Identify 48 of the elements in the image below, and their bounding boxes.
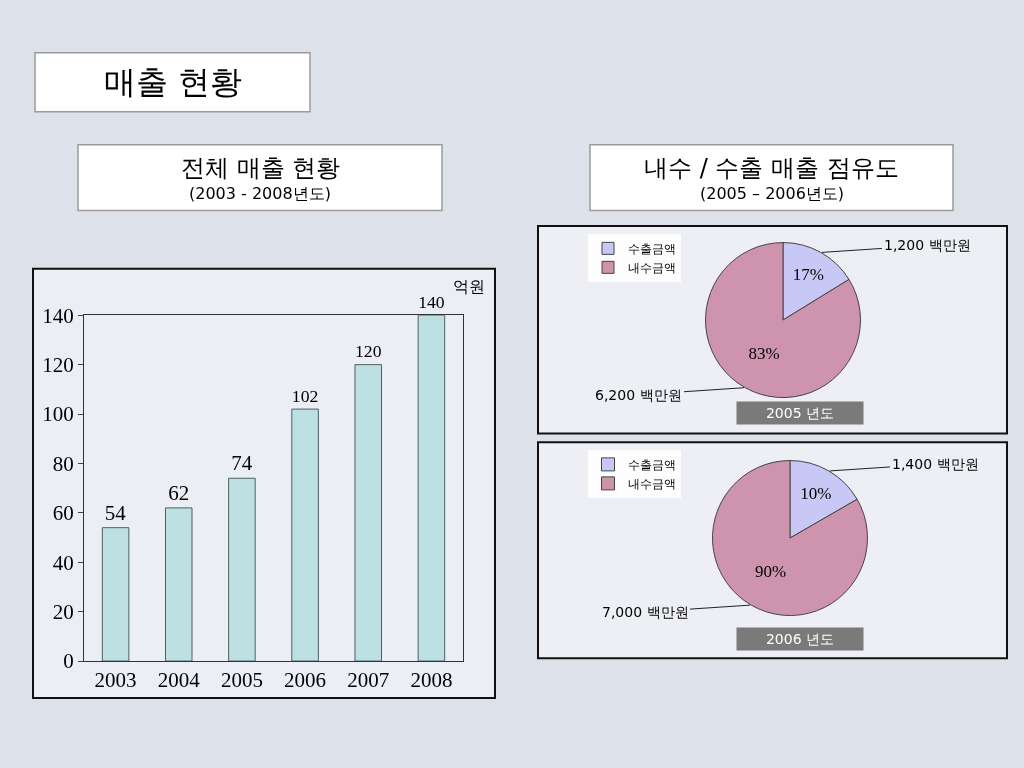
y-tick-label: 60	[52, 501, 74, 526]
chart-subtitle: (2003 - 2008년도)	[189, 184, 331, 203]
text: 17%	[792, 265, 824, 285]
legend-label: 내수금액	[628, 261, 676, 276]
chart-title: 전체 매출 현황	[181, 154, 341, 182]
y-tick-label: 0	[63, 649, 74, 674]
x-tick-label: 2008	[410, 668, 453, 693]
text: (2005 – 2006년도)	[700, 184, 845, 203]
bar	[354, 364, 383, 662]
pie-slice	[705, 242, 861, 398]
bar	[291, 408, 319, 662]
data-label: 54	[104, 500, 127, 525]
text: 내수 / 수출 매출 점유도	[644, 154, 899, 182]
text: 매출 현황	[104, 63, 243, 101]
x-tick-label: 2003	[94, 668, 137, 693]
y-tick-label: 140	[42, 303, 74, 328]
legend-label: 내수금액	[628, 477, 676, 492]
text: 90%	[755, 562, 787, 582]
x-tick-label: 2007	[347, 668, 390, 693]
y-tick-label: 80	[52, 451, 74, 476]
y-tick-label: 120	[42, 352, 74, 377]
text: 2005 년도	[765, 405, 835, 421]
text: 2006 년도	[765, 631, 835, 647]
data-label: 74	[231, 451, 253, 476]
x-tick-label: 2004	[157, 668, 201, 693]
y-tick-label: 100	[42, 402, 74, 427]
text: 10%	[800, 483, 832, 503]
data-label: 62	[168, 480, 190, 505]
data-label: 140	[418, 292, 445, 313]
data-label: 120	[355, 341, 382, 362]
bar	[417, 315, 446, 662]
data-label: 1,400 백만원	[892, 456, 979, 472]
bar	[228, 477, 256, 662]
y-axis-title: 억원	[453, 277, 485, 296]
legend-label: 수출금액	[628, 458, 676, 473]
x-tick-label: 2006	[284, 668, 327, 693]
y-tick-label: 20	[52, 600, 74, 625]
y-tick-label: 40	[52, 550, 74, 575]
data-label: 6,200 백만원	[595, 387, 682, 403]
text: 83%	[748, 344, 780, 364]
data-label: 1,200 백만원	[884, 237, 971, 253]
bar	[101, 527, 130, 662]
bar	[164, 507, 193, 662]
data-label: 7,000 백만원	[602, 604, 689, 620]
pie-slice	[712, 460, 868, 616]
x-tick-label: 2005	[220, 668, 263, 693]
legend-label: 수출금액	[628, 242, 676, 257]
data-label: 102	[291, 385, 319, 406]
